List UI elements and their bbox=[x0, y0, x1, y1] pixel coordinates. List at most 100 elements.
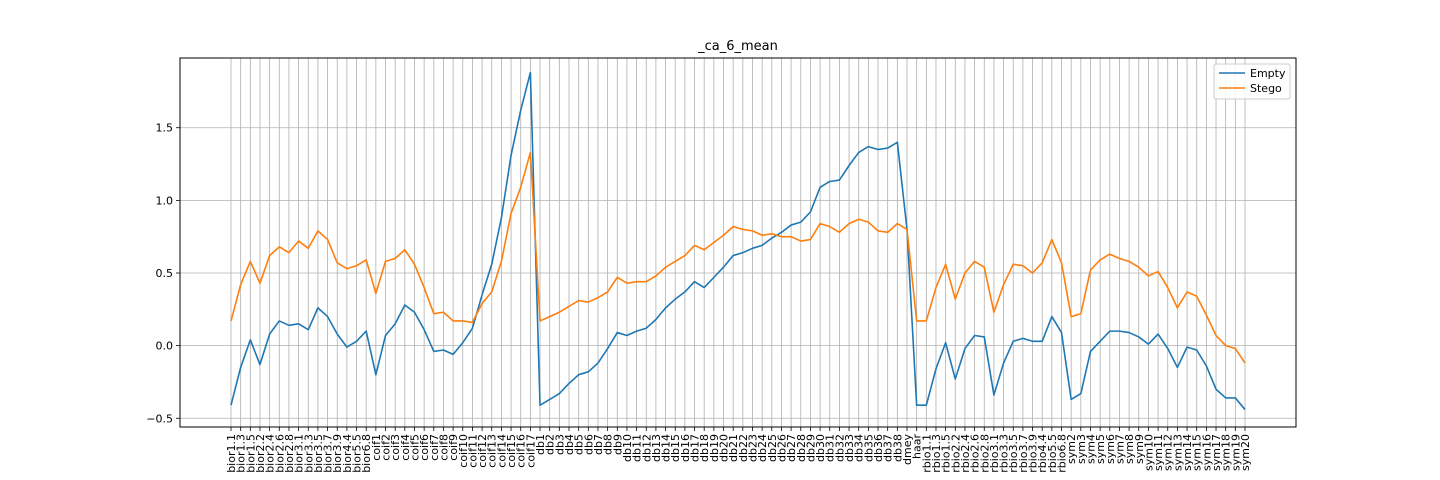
x-tick-label: coif1 bbox=[370, 434, 383, 461]
x-tick-label: db33 bbox=[843, 434, 856, 462]
x-tick-label: coif11 bbox=[466, 434, 479, 468]
y-tick-label: 1.0 bbox=[156, 194, 174, 207]
x-tick-label: coif17 bbox=[524, 434, 537, 468]
x-tick-label: sym14 bbox=[1181, 434, 1194, 471]
x-tick-label: coif2 bbox=[380, 434, 393, 461]
x-tick-label: rbio3.3 bbox=[998, 434, 1011, 473]
y-tick-label: 1.5 bbox=[156, 122, 174, 135]
x-axis: bior1.1bior1.3bior1.5bior2.2bior2.4bior2… bbox=[225, 427, 1252, 473]
x-tick-label: coif9 bbox=[447, 434, 460, 461]
x-tick-label: sym19 bbox=[1229, 434, 1242, 471]
y-axis: −0.5 0.0 0.5 1.0 1.5 bbox=[146, 122, 180, 425]
x-tick-label: db23 bbox=[746, 434, 759, 462]
legend: Empty Stego bbox=[1213, 63, 1291, 100]
x-tick-label: rbio3.9 bbox=[1027, 434, 1040, 473]
x-tick-label: db38 bbox=[891, 434, 904, 462]
x-tick-label: bior3.9 bbox=[331, 434, 344, 473]
x-tick-label: db22 bbox=[737, 434, 750, 462]
x-tick-label: db26 bbox=[775, 434, 788, 462]
x-tick-label: bior1.5 bbox=[244, 434, 257, 473]
x-tick-label: sym16 bbox=[1200, 434, 1213, 471]
x-tick-label: bior2.2 bbox=[254, 434, 267, 473]
x-tick-label: db14 bbox=[660, 434, 673, 462]
x-tick-label: bior3.1 bbox=[293, 434, 306, 473]
x-tick-label: coif5 bbox=[408, 434, 421, 461]
x-tick-label: rbio3.5 bbox=[1007, 434, 1020, 473]
x-tick-label: rbio6.8 bbox=[1056, 434, 1069, 473]
x-tick-label: sym11 bbox=[1152, 434, 1165, 471]
x-tick-label: bior5.5 bbox=[351, 434, 364, 473]
x-tick-label: bior3.5 bbox=[312, 434, 325, 473]
x-tick-label: coif13 bbox=[486, 434, 499, 468]
x-tick-label: db1 bbox=[534, 434, 547, 455]
x-tick-label: db21 bbox=[727, 434, 740, 462]
x-tick-label: sym2 bbox=[1065, 434, 1078, 464]
x-tick-label: db9 bbox=[611, 434, 624, 455]
x-tick-label: sym15 bbox=[1191, 434, 1204, 471]
legend-label-empty: Empty bbox=[1250, 67, 1286, 80]
x-tick-label: rbio2.6 bbox=[969, 434, 982, 473]
x-tick-label: bior6.8 bbox=[360, 434, 373, 473]
series-line-stego bbox=[230, 151, 1246, 364]
x-tick-label: db28 bbox=[795, 434, 808, 462]
x-tick-label: sym4 bbox=[1084, 434, 1097, 464]
x-tick-label: rbio3.7 bbox=[1017, 434, 1030, 473]
x-tick-label: rbio1.1 bbox=[920, 434, 933, 473]
x-tick-label: coif14 bbox=[495, 434, 508, 468]
x-tick-label: rbio1.3 bbox=[930, 434, 943, 473]
x-tick-label: bior2.6 bbox=[273, 434, 286, 473]
x-tick-label: sym13 bbox=[1171, 434, 1184, 471]
x-tick-label: coif4 bbox=[399, 434, 412, 461]
x-tick-label: coif6 bbox=[418, 434, 431, 461]
x-tick-label: rbio4.4 bbox=[1036, 434, 1049, 473]
x-tick-label: db7 bbox=[592, 434, 605, 455]
x-tick-label: rbio2.2 bbox=[949, 434, 962, 473]
x-tick-label: coif16 bbox=[515, 434, 528, 468]
grid bbox=[180, 58, 1296, 427]
x-tick-label: coif8 bbox=[437, 434, 450, 461]
x-tick-label: rbio5.5 bbox=[1046, 434, 1059, 473]
x-tick-label: haar bbox=[911, 434, 924, 459]
x-tick-label: db19 bbox=[708, 434, 721, 462]
x-tick-label: db34 bbox=[853, 434, 866, 462]
x-tick-label: sym17 bbox=[1210, 434, 1223, 471]
x-tick-label: sym8 bbox=[1123, 434, 1136, 464]
x-tick-label: db35 bbox=[862, 434, 875, 462]
x-tick-label: db4 bbox=[563, 434, 576, 455]
x-tick-label: sym6 bbox=[1104, 434, 1117, 464]
plot-area-frame bbox=[179, 57, 1297, 428]
x-tick-label: db17 bbox=[689, 434, 702, 462]
x-tick-label: db36 bbox=[872, 434, 885, 462]
x-tick-label: db29 bbox=[804, 434, 817, 462]
x-tick-label: db20 bbox=[718, 434, 731, 462]
x-tick-label: db30 bbox=[814, 434, 827, 462]
series-line-empty bbox=[230, 71, 1246, 411]
x-tick-label: db5 bbox=[573, 434, 586, 455]
x-tick-label: db31 bbox=[824, 434, 837, 462]
y-tick-label: 0.0 bbox=[156, 340, 174, 353]
x-tick-label: db18 bbox=[698, 434, 711, 462]
x-tick-label: coif10 bbox=[457, 434, 470, 468]
x-tick-label: db2 bbox=[544, 434, 557, 455]
x-tick-label: sym3 bbox=[1075, 434, 1088, 464]
x-tick-label: db10 bbox=[621, 434, 634, 462]
x-tick-label: db6 bbox=[582, 434, 595, 455]
x-tick-label: coif15 bbox=[505, 434, 518, 468]
x-tick-label: sym9 bbox=[1133, 434, 1146, 464]
x-tick-label: db16 bbox=[679, 434, 692, 462]
x-tick-label: db13 bbox=[650, 434, 663, 462]
x-tick-label: bior1.3 bbox=[235, 434, 248, 473]
x-tick-label: coif12 bbox=[476, 434, 489, 468]
x-tick-label: coif3 bbox=[389, 434, 402, 461]
x-tick-label: rbio2.8 bbox=[978, 434, 991, 473]
x-tick-label: rbio2.4 bbox=[959, 434, 972, 473]
x-tick-label: db37 bbox=[882, 434, 895, 462]
x-tick-label: rbio3.1 bbox=[988, 434, 1001, 473]
x-tick-label: sym5 bbox=[1094, 434, 1107, 464]
x-tick-label: sym12 bbox=[1162, 434, 1175, 471]
x-tick-label: bior1.1 bbox=[225, 434, 238, 473]
x-tick-label: db25 bbox=[766, 434, 779, 462]
x-tick-label: bior2.8 bbox=[283, 434, 296, 473]
x-tick-label: bior3.7 bbox=[322, 434, 335, 473]
